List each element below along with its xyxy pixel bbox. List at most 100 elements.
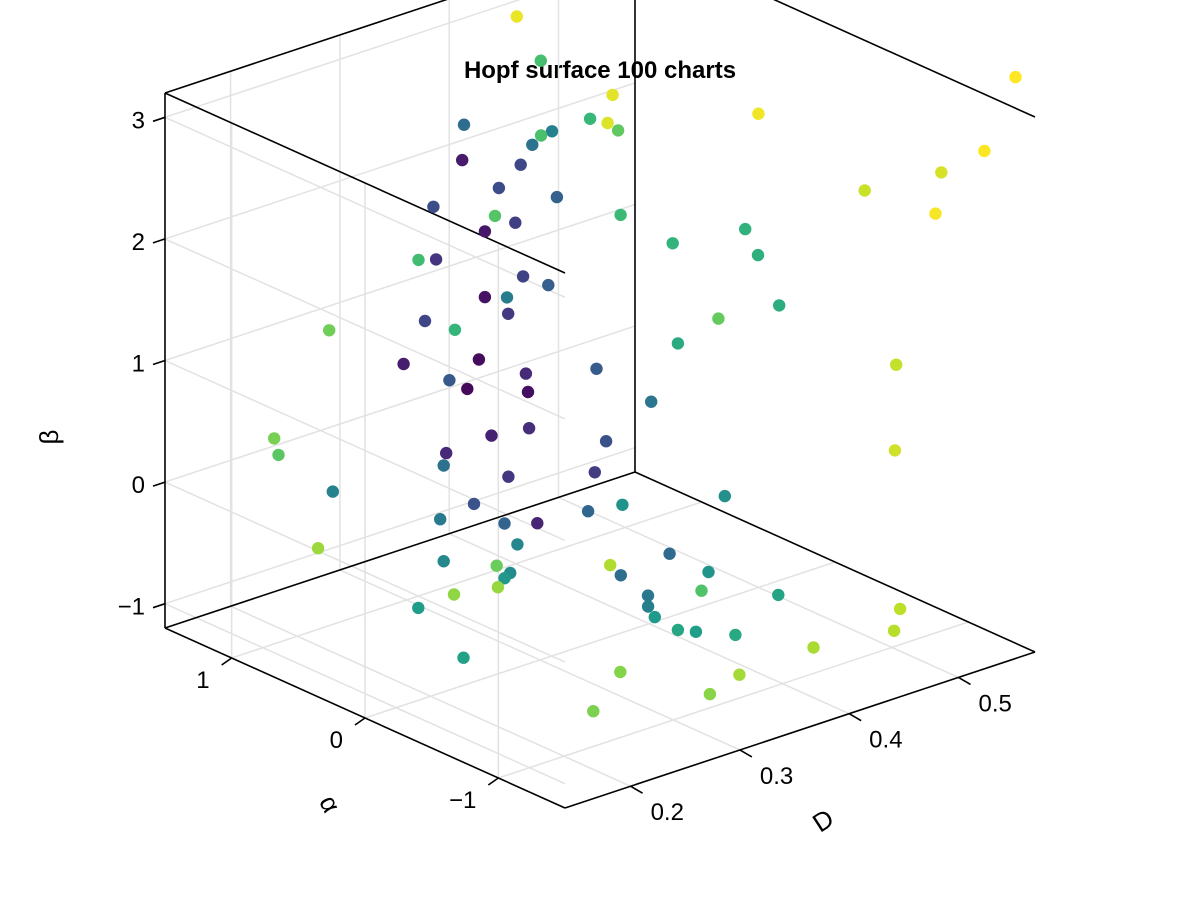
data-point xyxy=(550,190,564,204)
chart-title: Hopf surface 100 charts xyxy=(464,57,736,84)
data-point xyxy=(614,665,627,679)
data-point xyxy=(429,253,443,266)
data-point xyxy=(751,248,765,262)
data-points xyxy=(268,10,1022,718)
grid-lines xyxy=(164,0,969,787)
z-tick-label: −1 xyxy=(118,594,145,621)
data-point xyxy=(534,54,547,67)
data-point xyxy=(323,324,336,337)
data-point xyxy=(510,10,523,23)
frame-edge xyxy=(564,651,1036,809)
data-point xyxy=(1009,70,1022,84)
data-point xyxy=(491,581,505,594)
data-point xyxy=(418,314,432,328)
z-tick-mark xyxy=(152,116,166,123)
data-point xyxy=(611,124,625,137)
data-point xyxy=(437,555,450,568)
z-tick-mark xyxy=(152,238,166,244)
data-point xyxy=(702,565,715,579)
data-point xyxy=(935,166,948,179)
x-tick-label: 0.5 xyxy=(978,690,1011,717)
data-point xyxy=(729,628,742,642)
z-tick-label: 0 xyxy=(132,472,145,499)
data-point xyxy=(490,559,503,572)
y-tick-mark xyxy=(354,717,366,726)
data-point xyxy=(978,144,991,158)
x-tick-mark xyxy=(630,785,643,794)
grid-line-x xyxy=(448,532,850,715)
grid-line-x xyxy=(558,496,959,679)
data-point xyxy=(545,125,559,138)
data-point xyxy=(457,118,471,131)
data-point xyxy=(427,200,440,213)
data-point xyxy=(604,558,617,572)
data-point xyxy=(772,588,785,602)
data-point xyxy=(648,610,661,624)
data-point xyxy=(858,184,871,197)
data-point xyxy=(437,459,450,472)
data-point xyxy=(534,129,548,142)
data-point xyxy=(478,225,492,238)
y-axis-label: α xyxy=(313,790,347,817)
z-tick-label: 1 xyxy=(132,351,145,378)
data-point xyxy=(739,222,752,236)
data-point xyxy=(588,466,601,479)
data-point xyxy=(888,444,902,457)
frame-edge xyxy=(164,471,636,629)
data-point xyxy=(542,278,555,292)
data-point xyxy=(412,253,425,267)
data-point xyxy=(519,367,533,380)
data-point xyxy=(663,547,676,560)
data-point xyxy=(671,623,685,637)
data-point xyxy=(587,705,600,718)
grid-line-y xyxy=(231,501,702,659)
data-point xyxy=(498,572,511,585)
grid-line-z xyxy=(164,203,636,362)
z-tick-label: 2 xyxy=(132,229,145,256)
z-axis-label: β xyxy=(34,430,64,445)
data-point xyxy=(890,358,903,371)
axis-ticks: −1 0 1 2 3 1 0 −1 0.2 0.3 0.4 0.5 xyxy=(118,107,1012,826)
data-point xyxy=(457,651,470,664)
data-point xyxy=(606,88,619,102)
x-axis-label: D xyxy=(807,803,839,838)
data-point xyxy=(492,181,506,195)
x-tick-label: 0.3 xyxy=(760,763,793,790)
data-point xyxy=(807,641,820,654)
data-point xyxy=(718,489,731,503)
grid-line-y xyxy=(364,561,836,719)
data-point xyxy=(397,357,410,371)
frame-edge xyxy=(164,92,566,274)
data-point xyxy=(645,395,658,408)
data-point xyxy=(773,299,786,312)
data-point xyxy=(461,382,474,396)
z-tick-mark xyxy=(152,359,166,366)
x-tick-label: 0.4 xyxy=(869,727,902,754)
data-point xyxy=(488,209,502,223)
grid-line-z xyxy=(164,0,521,119)
data-point xyxy=(522,422,536,435)
data-point xyxy=(590,362,603,375)
data-point xyxy=(472,353,486,366)
data-point xyxy=(412,601,425,615)
data-point xyxy=(516,270,530,283)
data-point xyxy=(887,624,901,637)
data-point xyxy=(929,207,942,220)
y-tick-label: 1 xyxy=(196,667,209,694)
data-point xyxy=(502,470,515,483)
data-point xyxy=(601,116,614,130)
data-point xyxy=(521,385,535,399)
y-tick-label: −1 xyxy=(449,787,476,814)
data-point xyxy=(514,158,527,171)
data-point xyxy=(893,602,907,616)
data-point xyxy=(614,569,627,582)
data-point xyxy=(581,505,595,518)
grid-line-x xyxy=(339,569,741,751)
data-point xyxy=(311,542,325,555)
x-tick-mark xyxy=(958,676,971,686)
data-point xyxy=(485,429,498,442)
data-point xyxy=(498,517,511,530)
y-tick-mark xyxy=(221,657,233,666)
data-point xyxy=(671,337,685,350)
